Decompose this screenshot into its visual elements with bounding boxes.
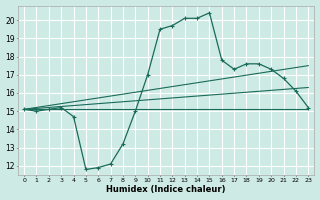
X-axis label: Humidex (Indice chaleur): Humidex (Indice chaleur) [107,185,226,194]
